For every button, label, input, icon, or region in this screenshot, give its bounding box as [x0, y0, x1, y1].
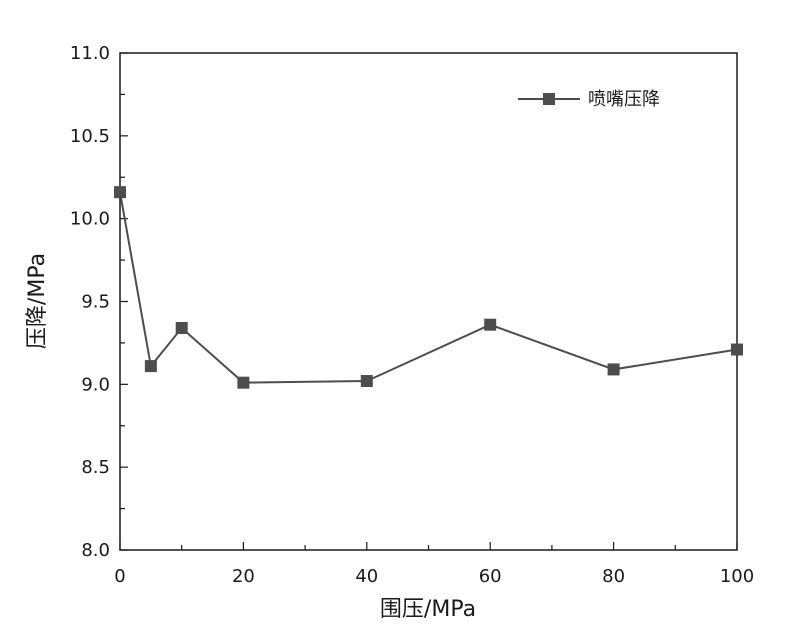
y-tick-label: 9.0 — [81, 374, 110, 395]
series-layer — [114, 186, 743, 389]
x-tick-label: 40 — [355, 566, 378, 587]
x-tick-label: 0 — [114, 566, 125, 587]
y-tick-label: 8.0 — [81, 540, 110, 561]
data-point-marker — [360, 375, 373, 388]
series-line — [119, 191, 738, 384]
legend: 喷嘴压降 — [518, 89, 660, 110]
x-tick-label: 60 — [479, 566, 502, 587]
data-point-marker — [237, 376, 250, 389]
legend-label: 喷嘴压降 — [588, 89, 660, 110]
data-point-marker — [731, 343, 743, 356]
y-tick-label: 8.5 — [81, 457, 110, 478]
data-point-marker — [607, 363, 620, 376]
x-tick-label: 20 — [232, 566, 255, 587]
y-tick-label: 11.0 — [70, 43, 110, 64]
data-point-marker — [175, 322, 188, 335]
y-axis-title: 压降/MPa — [25, 253, 50, 349]
y-tick-label: 10.5 — [70, 126, 110, 147]
data-point-marker — [144, 360, 157, 373]
axis-ticks — [119, 52, 738, 551]
plot-frame — [119, 52, 738, 551]
x-axis-title: 围压/MPa — [380, 597, 476, 622]
y-tick-label: 9.5 — [81, 292, 110, 313]
tick-labels: 0 20 40 60 80 100 8.0 8.5 9.0 9.5 10.0 10.5 11.0 — [70, 43, 754, 587]
x-tick-label: 100 — [720, 566, 754, 587]
y-tick-label: 10.0 — [70, 209, 110, 230]
data-point-marker — [484, 318, 497, 331]
legend-marker — [543, 93, 555, 105]
x-tick-label: 80 — [602, 566, 625, 587]
data-point-marker — [114, 186, 126, 199]
